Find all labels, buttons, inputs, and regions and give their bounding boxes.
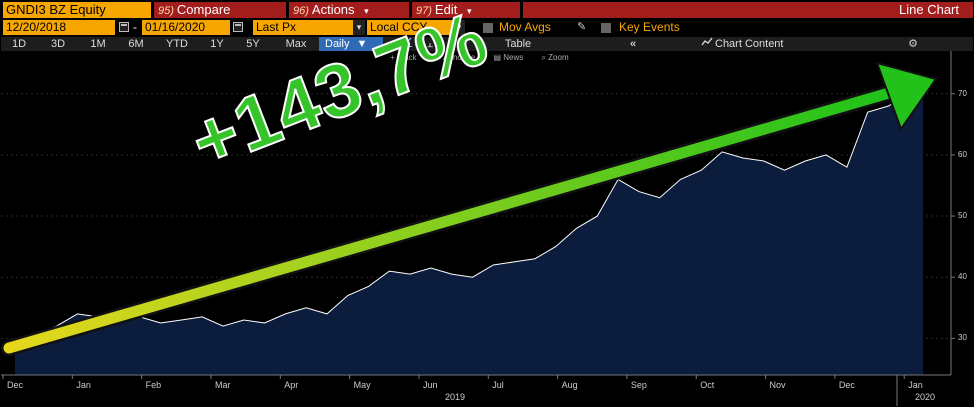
table-button[interactable]: Table <box>504 38 532 50</box>
start-date-field[interactable]: 12/20/2018 <box>3 20 115 35</box>
edit-dropdown-icon: ▾ <box>466 6 472 16</box>
range-6m-button[interactable]: 6M <box>128 38 144 50</box>
chevron-down-icon[interactable]: ▾ <box>353 20 365 35</box>
range-toolbar: 1D 3D 1M 6M YTD 1Y 5Y Max Daily ▼ ⫠ ▾ Ta… <box>1 37 973 51</box>
calendar-icon[interactable] <box>119 22 129 32</box>
news-tool[interactable]: ▤ News <box>493 53 524 62</box>
gear-icon[interactable]: ⚙ <box>908 38 918 50</box>
title-bar: GNDI3 BZ Equity 95) Compare 96) Actions ▾ … <box>1 1 973 19</box>
actions-button[interactable]: 96) Actions ▾ <box>289 2 409 18</box>
mov-avgs-label: Mov Avgs <box>499 20 551 34</box>
ticker-field[interactable]: GNDI3 BZ Equity <box>3 2 151 18</box>
price-chart[interactable]: 70 60 50 40 30 Dec Jan Feb Mar Apr May Jun Jul Aug Se… <box>1 51 973 406</box>
track-tool[interactable]: + Track <box>390 53 417 62</box>
x-tick-label: Jan <box>76 380 91 390</box>
y-tick-label: 70 <box>958 88 967 98</box>
chevron-down-icon: ▼ <box>356 38 368 50</box>
range-5y-button[interactable]: 5Y <box>246 38 260 50</box>
frequency-selector[interactable]: Daily ▼ <box>319 37 383 51</box>
key-events-checkbox[interactable] <box>601 23 611 33</box>
x-tick-label: May <box>353 380 371 390</box>
annotate-tool[interactable]: ✎ Annotate <box>434 53 476 62</box>
zoom-tool[interactable]: ⌕ Zoom <box>541 53 569 62</box>
year-label-2019: 2019 <box>445 392 466 402</box>
growth-arrow-shaft <box>3 87 895 354</box>
range-3d-button[interactable]: 3D <box>50 38 66 50</box>
range-max-button[interactable]: Max <box>285 38 307 50</box>
calendar-icon[interactable] <box>233 22 243 32</box>
x-tick-label: Dec <box>838 380 855 390</box>
edit-button[interactable]: 97) Edit ▾ <box>412 2 520 18</box>
range-1y-button[interactable]: 1Y <box>210 38 224 50</box>
toolbar-divider <box>451 38 452 50</box>
edit-label: Edit <box>434 2 458 17</box>
x-tick-label: Aug <box>561 380 578 390</box>
range-1m-button[interactable]: 1M <box>90 38 106 50</box>
chart-content-button[interactable]: Chart Content <box>715 38 784 50</box>
chart-canvas <box>1 51 955 406</box>
compare-button[interactable]: 95) Compare <box>154 2 286 18</box>
x-tick-label: Sep <box>630 380 647 390</box>
mov-avgs-checkbox[interactable] <box>483 23 493 33</box>
x-tick-marks <box>2 375 905 379</box>
date-separator: - <box>133 20 137 34</box>
chevron-down-icon[interactable]: ▾ <box>461 38 467 50</box>
chart-content-icon <box>701 37 713 51</box>
range-1d-button[interactable]: 1D <box>11 38 27 50</box>
y-tick-label: 50 <box>958 211 967 221</box>
x-tick-label: Apr <box>284 380 299 390</box>
end-date-field[interactable]: 01/16/2020 <box>142 20 230 35</box>
bar-type-icon[interactable]: ⫠ <box>426 38 434 50</box>
year-label-2020: 2020 <box>915 392 936 402</box>
price-line <box>14 81 924 342</box>
collapse-left-icon[interactable]: « <box>629 38 637 50</box>
compare-label: Compare <box>176 2 231 17</box>
price-area <box>15 81 924 375</box>
compare-number: 95) <box>158 5 174 17</box>
actions-number: 96) <box>293 5 309 17</box>
pencil-icon[interactable]: ✎ <box>577 21 587 33</box>
x-tick-label: Feb <box>145 380 162 390</box>
actions-label: Actions <box>311 2 355 17</box>
currency-selector[interactable]: Local CCY <box>367 20 453 35</box>
x-tick-label: Jan <box>908 380 923 390</box>
date-controls: 12/20/2018 - 01/16/2020 Last Px ▾ Local … <box>1 20 973 36</box>
key-events-label: Key Events <box>619 20 680 34</box>
actions-dropdown-icon: ▾ <box>364 6 369 16</box>
growth-arrow-head <box>875 61 938 132</box>
y-tick-label: 30 <box>958 333 967 343</box>
x-tick-label: Jun <box>422 380 438 390</box>
chevron-down-icon[interactable]: ▾ <box>453 20 465 35</box>
y-tick-label: 60 <box>958 149 967 159</box>
chart-subtools: + Track ✎ Annotate ▤ News ⌕ Zoom <box>390 53 585 63</box>
frequency-label: Daily <box>325 38 350 50</box>
field-selector[interactable]: Last Px <box>253 20 353 35</box>
range-ytd-button[interactable]: YTD <box>166 38 188 50</box>
line-chart-icon[interactable] <box>393 37 417 51</box>
x-tick-label: Mar <box>214 380 231 390</box>
edit-number: 97) <box>416 5 432 17</box>
x-tick-label: Dec <box>7 380 24 390</box>
chart-type-label: Line Chart <box>523 2 973 18</box>
x-tick-label: Nov <box>769 380 786 390</box>
x-tick-label: Oct <box>700 380 715 390</box>
x-tick-label: Jul <box>492 380 504 390</box>
y-tick-label: 40 <box>958 272 967 282</box>
